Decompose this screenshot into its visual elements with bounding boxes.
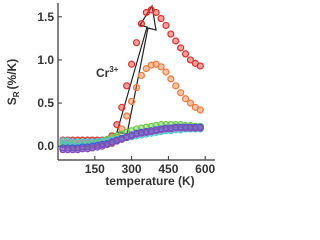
point: [78, 145, 87, 153]
point: [162, 68, 170, 76]
point: [127, 60, 136, 68]
point: [132, 83, 141, 92]
y-tick-label: 0.5: [37, 96, 54, 110]
chart: Cr3+ temperature (K) SR(%/K) 0.0 0.5 1.0 1.…: [5, 3, 216, 188]
point: [69, 146, 77, 154]
point: [118, 125, 126, 133]
x-tick-label: 300: [122, 162, 142, 176]
point: [78, 138, 87, 146]
y-label-symbol: S: [5, 97, 19, 105]
point: [191, 124, 199, 132]
point: [132, 39, 141, 47]
point: [196, 124, 204, 132]
point: [196, 62, 204, 70]
point: [177, 124, 185, 132]
point: [127, 97, 136, 105]
point: [137, 20, 146, 28]
y-tick-label: 0.0: [37, 139, 54, 153]
point: [118, 103, 126, 111]
point: [157, 63, 165, 71]
point: [152, 8, 160, 17]
point: [167, 75, 175, 83]
point: [59, 137, 67, 145]
point: [177, 44, 185, 52]
annotation-superscript: 3+: [109, 65, 118, 74]
point: [123, 82, 131, 90]
point: [137, 71, 146, 80]
x-tick-label: 450: [158, 162, 178, 176]
y-tick-label: 1.0: [37, 53, 54, 67]
y-label-unit: (%/K): [5, 59, 19, 90]
x-axis-label: temperature (K): [105, 174, 194, 188]
point: [64, 146, 72, 154]
point: [142, 64, 150, 73]
arrow: [116, 4, 157, 135]
annotation: Cr3+: [96, 65, 119, 80]
point: [181, 95, 190, 103]
point: [162, 21, 170, 30]
point: [157, 14, 165, 23]
point: [196, 106, 204, 114]
point: [59, 146, 67, 154]
point: [186, 56, 195, 64]
point: [162, 125, 170, 133]
point: [181, 124, 190, 132]
point: [167, 30, 175, 38]
annotation-text: Cr: [96, 66, 110, 80]
point: [113, 121, 121, 129]
point: [181, 50, 190, 58]
x-tick-label: 150: [85, 162, 105, 176]
point: [83, 138, 92, 146]
point: [177, 89, 185, 97]
point: [123, 112, 131, 120]
y-tick-label: 1.5: [37, 10, 54, 24]
y-label-subscript: R: [12, 91, 21, 97]
point: [172, 82, 180, 90]
point: [172, 37, 180, 45]
point: [186, 124, 195, 132]
y-axis-label: SR(%/K): [5, 59, 21, 105]
point: [186, 99, 195, 107]
x-tick-label: 600: [195, 162, 215, 176]
point: [172, 124, 180, 132]
